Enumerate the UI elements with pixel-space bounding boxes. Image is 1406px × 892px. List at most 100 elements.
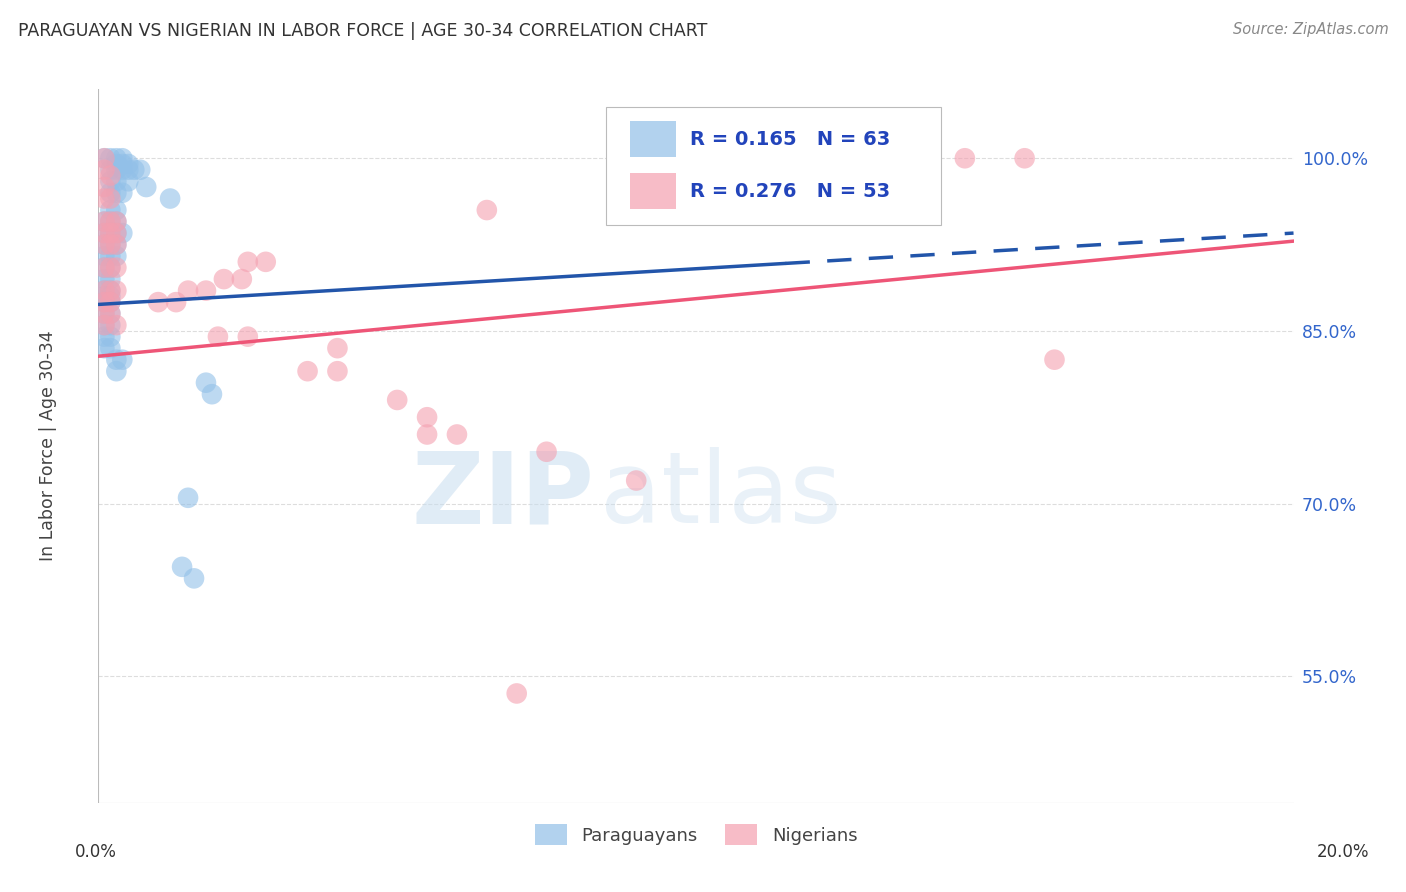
Point	[105, 214, 128, 228]
Text: R = 0.165   N = 63: R = 0.165 N = 63	[690, 129, 890, 149]
Point	[536, 444, 558, 458]
Point	[98, 295, 122, 310]
Point	[93, 151, 115, 165]
Point	[1014, 151, 1036, 165]
Point	[98, 249, 122, 263]
Point	[416, 427, 439, 442]
Point	[98, 318, 122, 333]
Point	[105, 162, 128, 177]
Point	[195, 376, 218, 390]
Point	[98, 202, 122, 217]
Point	[93, 192, 115, 206]
Point	[506, 686, 529, 700]
Point	[231, 272, 253, 286]
Point	[165, 295, 187, 310]
FancyBboxPatch shape	[630, 173, 676, 209]
Point	[93, 249, 115, 263]
Point	[93, 307, 115, 321]
Point	[93, 260, 115, 275]
Point	[93, 295, 115, 310]
Point	[105, 226, 128, 240]
FancyBboxPatch shape	[630, 121, 676, 157]
Point	[93, 295, 115, 310]
Point	[93, 318, 115, 333]
Point	[117, 174, 139, 188]
Point	[93, 289, 115, 303]
Point	[475, 202, 498, 217]
Point	[148, 295, 170, 310]
Point	[177, 491, 200, 505]
Point	[385, 392, 409, 407]
Point	[98, 260, 122, 275]
Point	[93, 318, 115, 333]
Point	[93, 214, 115, 228]
Point	[105, 260, 128, 275]
Point	[105, 174, 128, 188]
Point	[105, 186, 128, 200]
Point	[98, 151, 122, 165]
Point	[93, 226, 115, 240]
Point	[105, 214, 128, 228]
Point	[98, 162, 122, 177]
Point	[98, 272, 122, 286]
Point	[183, 571, 205, 585]
Point	[177, 284, 200, 298]
Point	[254, 255, 277, 269]
Point	[1043, 352, 1066, 367]
Point	[98, 174, 122, 188]
Point	[953, 151, 976, 165]
Point	[105, 318, 128, 333]
Text: Source: ZipAtlas.com: Source: ZipAtlas.com	[1233, 22, 1389, 37]
Point	[105, 284, 128, 298]
Point	[93, 237, 115, 252]
Point	[105, 364, 128, 378]
Point	[117, 157, 139, 171]
Point	[124, 162, 146, 177]
Point	[98, 307, 122, 321]
Point	[98, 260, 122, 275]
Point	[236, 255, 259, 269]
Point	[93, 180, 115, 194]
Point	[172, 559, 194, 574]
Point	[111, 162, 134, 177]
Text: 0.0%: 0.0%	[75, 843, 117, 861]
Point	[93, 162, 115, 177]
Point	[105, 151, 128, 165]
Point	[111, 151, 134, 165]
Text: 20.0%: 20.0%	[1316, 843, 1369, 861]
Point	[98, 192, 122, 206]
Point	[297, 364, 319, 378]
Point	[105, 249, 128, 263]
Point	[93, 272, 115, 286]
Text: In Labor Force | Age 30-34: In Labor Force | Age 30-34	[39, 331, 58, 561]
Text: atlas: atlas	[600, 448, 842, 544]
Point	[129, 162, 152, 177]
Point	[98, 289, 122, 303]
Point	[98, 226, 122, 240]
Legend: Paraguayans, Nigerians: Paraguayans, Nigerians	[527, 817, 865, 852]
Point	[201, 387, 224, 401]
Point	[93, 284, 115, 298]
Point	[105, 237, 128, 252]
Point	[111, 226, 134, 240]
Point	[93, 214, 115, 228]
Point	[98, 186, 122, 200]
Point	[117, 162, 139, 177]
Point	[98, 284, 122, 298]
Point	[111, 157, 134, 171]
Point	[326, 341, 349, 355]
Point	[93, 260, 115, 275]
Point	[93, 284, 115, 298]
Point	[446, 427, 468, 442]
Point	[135, 180, 157, 194]
Point	[105, 226, 128, 240]
Point	[93, 329, 115, 343]
Point	[98, 226, 122, 240]
Point	[98, 329, 122, 343]
Point	[98, 295, 122, 310]
Point	[98, 237, 122, 252]
Text: PARAGUAYAN VS NIGERIAN IN LABOR FORCE | AGE 30-34 CORRELATION CHART: PARAGUAYAN VS NIGERIAN IN LABOR FORCE | …	[18, 22, 707, 40]
Point	[105, 157, 128, 171]
Point	[159, 192, 181, 206]
Point	[98, 284, 122, 298]
